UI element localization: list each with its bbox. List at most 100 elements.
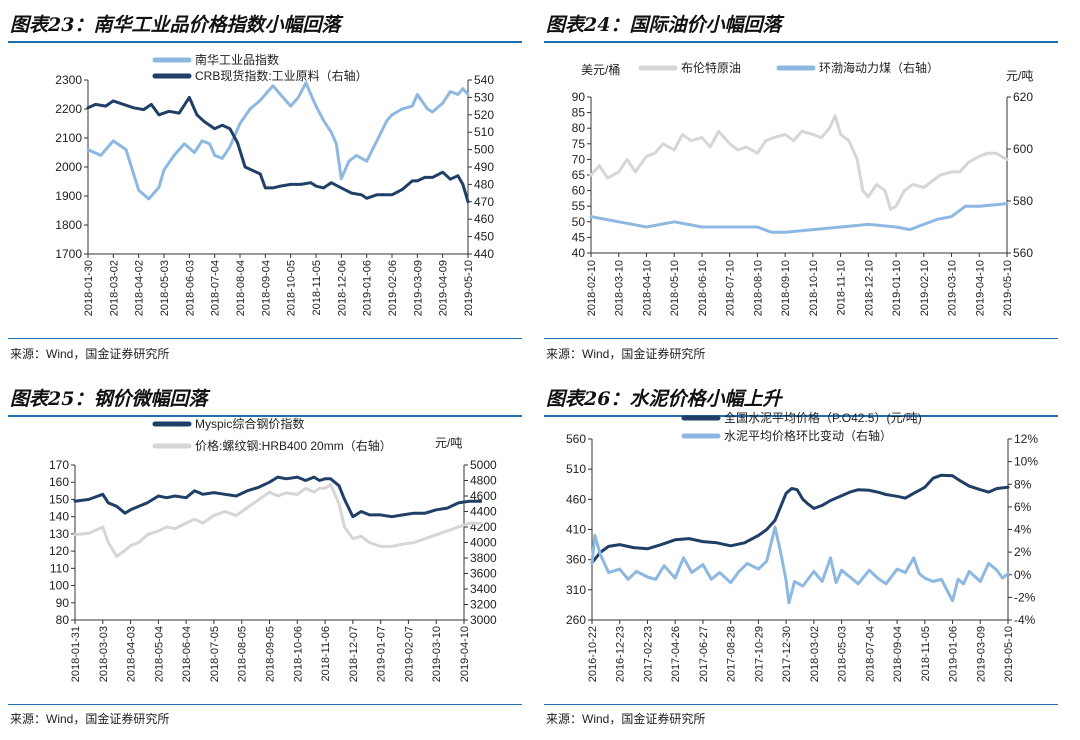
x-tick-label: 2019-04-10 <box>974 260 986 316</box>
series-line-2 <box>86 95 470 204</box>
right-axis-unit: 元/吨 <box>435 436 462 450</box>
x-tick-label: 2017-10-29 <box>753 626 765 682</box>
x-tick-label: 2018-01-30 <box>83 260 95 316</box>
x-tick-label: 2017-12-30 <box>781 626 793 682</box>
x-tick-label: 2017-02-23 <box>642 626 654 682</box>
legend-label-1: 布伦特原油 <box>681 60 741 75</box>
footer-rule <box>544 338 1058 339</box>
x-tick-label: 2018-06-04 <box>181 626 193 682</box>
left-tick-label: 2000 <box>55 160 82 174</box>
left-tick-label: 110 <box>50 561 69 575</box>
left-tick-label: 170 <box>49 458 69 472</box>
right-tick-label: 3000 <box>470 613 497 627</box>
series-line-2 <box>73 482 483 558</box>
x-tick-label: 2017-04-26 <box>670 626 682 682</box>
chart-panel-26: 图表26：水泥价格小幅上升 260 310 360 410 460 510 560 -4% -2… <box>536 374 1076 740</box>
right-tick-label: 620 <box>1013 90 1033 104</box>
title-rule <box>544 41 1058 43</box>
x-tick-label: 2018-05-03 <box>837 626 849 682</box>
series-line-2 <box>590 525 1010 605</box>
right-tick-label: 460 <box>474 212 494 226</box>
x-tick-label: 2018-07-10 <box>725 260 737 316</box>
x-tick-label: 2018-12-10 <box>863 260 875 316</box>
left-tick-label: 130 <box>49 527 69 541</box>
x-tick-label: 2019-05-10 <box>463 260 475 316</box>
left-tick-label: 1900 <box>55 189 82 203</box>
x-tick-label: 2018-07-05 <box>209 626 221 682</box>
x-tick-label: 2018-06-10 <box>697 260 709 316</box>
left-axis-unit: 美元/桶 <box>581 62 620 77</box>
left-tick-label: 1800 <box>55 218 82 232</box>
series-line-2 <box>589 202 1009 234</box>
right-tick-label: 530 <box>474 90 494 104</box>
x-tick-label: 2018-11-10 <box>836 260 848 315</box>
right-tick-label: 4% <box>1014 523 1032 537</box>
legend-label-1: Myspic综合钢价指数 <box>195 416 304 431</box>
x-tick-label: 2018-07-04 <box>864 626 876 682</box>
x-tick-label: 2018-04-02 <box>134 260 146 316</box>
left-tick-label: 100 <box>49 579 69 593</box>
x-tick-label: 2017-06-27 <box>698 626 710 682</box>
left-tick-label: 55 <box>572 199 586 213</box>
left-tick-label: 1700 <box>55 247 82 261</box>
x-tick-label: 2019-02-10 <box>919 260 931 316</box>
left-tick-label: 90 <box>56 596 70 610</box>
x-tick-label: 2016-12-23 <box>615 626 627 682</box>
x-tick-label: 2018-05-04 <box>153 626 165 682</box>
legend-label-1: 全国水泥平均价格（P.O42.5）(元/吨) <box>724 410 922 425</box>
x-tick-label: 2019-04-10 <box>459 626 471 682</box>
series-line-1 <box>86 81 470 201</box>
x-tick-label: 2018-08-04 <box>235 260 247 316</box>
x-tick-label: 2019-04-09 <box>438 260 450 316</box>
left-tick-label: 65 <box>572 168 586 182</box>
left-tick-label: 85 <box>572 106 586 120</box>
x-tick-label: 2018-09-05 <box>265 626 277 682</box>
x-tick-label: 2018-11-05 <box>311 260 323 315</box>
chart-26-svg: 260 310 360 410 460 510 560 -4% -2% 0% 2% 4% 6% 8% 10%… <box>566 410 1038 682</box>
left-tick-label: 260 <box>566 613 586 627</box>
right-tick-label: 3800 <box>470 551 497 565</box>
right-tick-label: 2% <box>1014 545 1032 559</box>
left-tick-label: 2300 <box>55 73 82 87</box>
right-tick-label: 3200 <box>470 598 497 612</box>
legend-label-2: 价格:螺纹钢:HRB400 20mm（右轴） <box>195 438 392 453</box>
x-tick-label: 2018-05-03 <box>159 260 171 316</box>
x-tick-label: 2018-10-06 <box>292 626 304 682</box>
x-tick-label: 2018-02-10 <box>586 260 598 316</box>
right-tick-label: 490 <box>474 160 494 174</box>
chart-panel-24: 图表24：国际油价小幅回落 40 45 50 55 60 65 70 75 80 85 90 560 5… <box>536 0 1076 366</box>
right-tick-label: 6% <box>1014 500 1032 514</box>
left-tick-label: 90 <box>572 90 586 104</box>
source-note: 来源：Wind，国金证券研究所 <box>546 712 706 726</box>
right-tick-label: 520 <box>474 108 494 122</box>
x-tick-label: 2019-01-07 <box>376 626 388 682</box>
right-tick-label: 3400 <box>470 582 497 596</box>
x-tick-label: 2019-03-10 <box>431 626 443 682</box>
left-tick-label: 160 <box>49 475 69 489</box>
right-tick-label: 10% <box>1014 455 1038 469</box>
x-tick-label: 2018-03-02 <box>108 260 120 316</box>
x-tick-label: 2018-12-06 <box>336 260 348 316</box>
right-tick-label: 600 <box>1013 142 1033 156</box>
x-tick-label: 2018-04-10 <box>641 260 653 316</box>
legend-label-2: 环渤海动力煤（右轴） <box>819 60 939 75</box>
right-tick-label: 4400 <box>470 505 497 519</box>
chart-title: 图表26：水泥价格小幅上升 <box>546 388 782 410</box>
series-line-1 <box>589 114 1009 211</box>
x-tick-label: 2018-03-02 <box>809 626 821 682</box>
x-tick-label: 2019-03-09 <box>975 626 987 682</box>
left-tick-label: 120 <box>49 544 69 558</box>
right-tick-label: 470 <box>474 195 494 209</box>
left-tick-label: 80 <box>56 613 70 627</box>
footer-rule <box>544 704 1058 705</box>
x-tick-label: 2019-02-07 <box>403 626 415 682</box>
x-tick-label: 2019-05-10 <box>1002 260 1014 316</box>
x-tick-label: 2018-03-10 <box>614 260 626 316</box>
right-tick-label: 3600 <box>470 567 497 581</box>
right-tick-label: 560 <box>1013 246 1033 260</box>
series-line-1 <box>73 475 483 519</box>
x-tick-label: 2019-03-10 <box>947 260 959 316</box>
chart-title: 图表24：国际油价小幅回落 <box>546 14 782 36</box>
